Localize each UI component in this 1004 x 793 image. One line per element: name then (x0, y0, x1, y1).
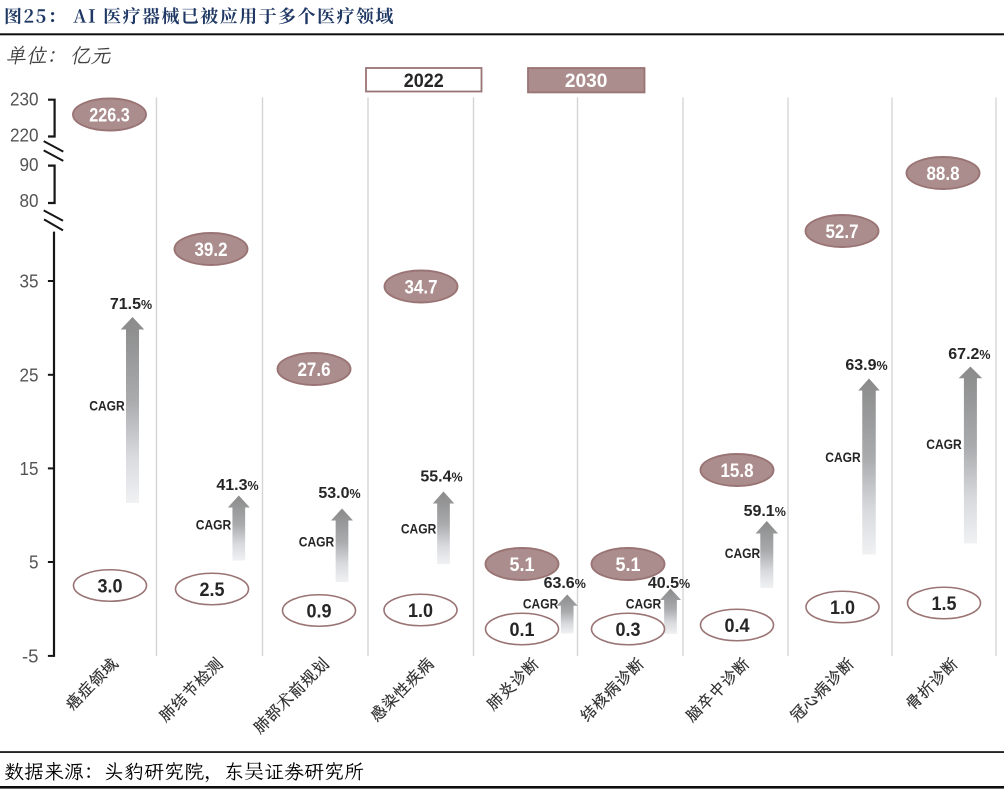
svg-text:0.4: 0.4 (725, 616, 750, 637)
svg-text:63.9%: 63.9% (845, 357, 887, 374)
svg-text:0.9: 0.9 (307, 601, 332, 622)
svg-text:CAGR: CAGR (196, 517, 232, 533)
svg-text:1.0: 1.0 (830, 598, 855, 619)
svg-text:0.3: 0.3 (616, 620, 641, 641)
svg-text:52.7: 52.7 (826, 222, 859, 243)
svg-text:53.0%: 53.0% (318, 485, 360, 502)
svg-text:CAGR: CAGR (926, 436, 962, 452)
svg-text:CAGR: CAGR (825, 449, 861, 465)
svg-text:CAGR: CAGR (401, 520, 437, 536)
svg-text:220: 220 (10, 125, 39, 145)
svg-text:41.3%: 41.3% (216, 477, 258, 494)
svg-text:67.2%: 67.2% (948, 346, 990, 363)
svg-text:15: 15 (20, 459, 39, 479)
svg-text:1.0: 1.0 (408, 601, 433, 622)
svg-text:5.1: 5.1 (616, 555, 641, 576)
svg-text:34.7: 34.7 (405, 277, 438, 298)
svg-text:2022: 2022 (404, 71, 444, 92)
svg-text:-5: -5 (22, 646, 39, 666)
svg-text:230: 230 (10, 89, 39, 109)
svg-text:80: 80 (20, 191, 39, 211)
svg-text:1.5: 1.5 (932, 594, 957, 615)
svg-text:63.6%: 63.6% (544, 575, 586, 592)
svg-text:59.1%: 59.1% (744, 503, 786, 520)
svg-text:0.1: 0.1 (510, 620, 535, 641)
svg-text:15.8: 15.8 (721, 461, 754, 482)
svg-text:2.5: 2.5 (200, 580, 225, 601)
svg-text:90: 90 (20, 155, 39, 175)
svg-text:226.3: 226.3 (89, 105, 130, 126)
svg-text:40.5%: 40.5% (648, 575, 690, 592)
svg-text:CAGR: CAGR (523, 596, 559, 612)
svg-text:25: 25 (20, 365, 39, 385)
svg-text:CAGR: CAGR (89, 398, 125, 414)
svg-text:71.5%: 71.5% (110, 296, 152, 313)
svg-text:88.8: 88.8 (927, 164, 960, 185)
svg-text:55.4%: 55.4% (420, 468, 462, 485)
svg-text:5.1: 5.1 (510, 555, 535, 576)
svg-text:CAGR: CAGR (299, 533, 335, 549)
svg-text:35: 35 (20, 272, 39, 292)
svg-text:CAGR: CAGR (725, 545, 761, 561)
svg-text:5: 5 (29, 553, 39, 573)
svg-text:27.6: 27.6 (298, 360, 331, 381)
svg-text:39.2: 39.2 (195, 240, 228, 261)
svg-text:2030: 2030 (565, 71, 608, 92)
svg-text:3.0: 3.0 (98, 576, 123, 597)
svg-text:CAGR: CAGR (626, 596, 662, 612)
